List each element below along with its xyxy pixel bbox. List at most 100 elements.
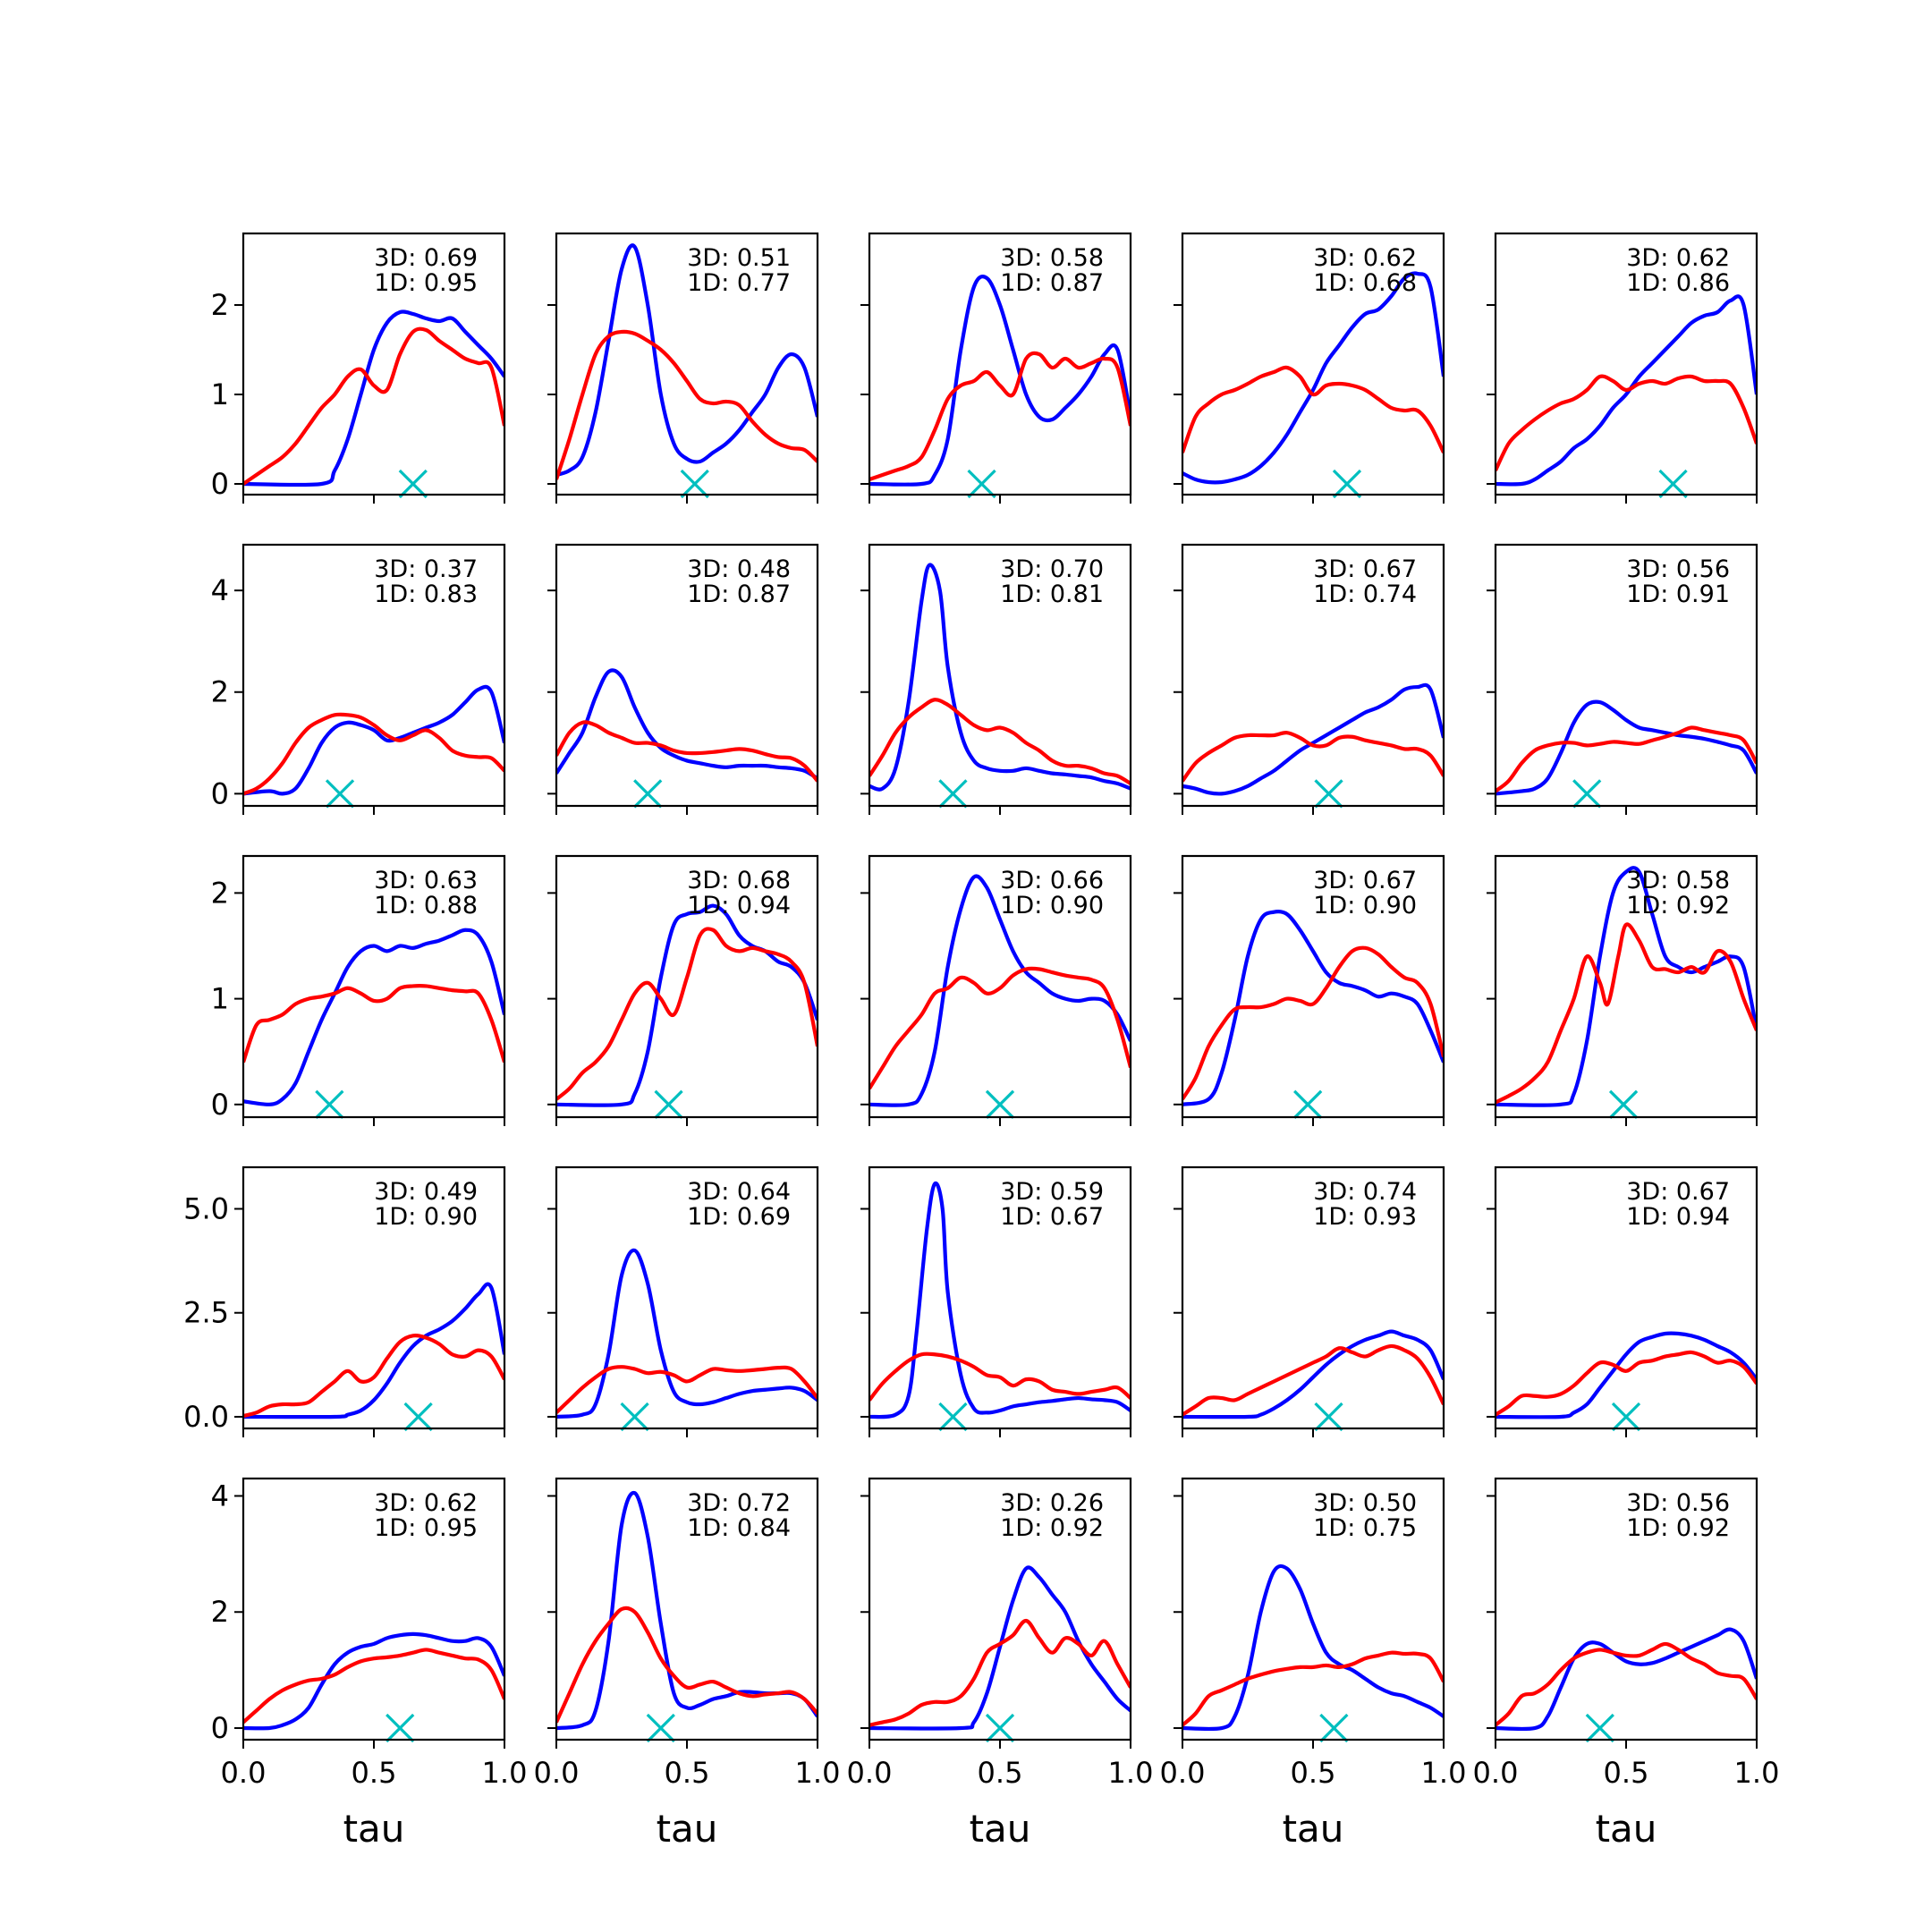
- blue-series-line: [243, 309, 504, 487]
- x-tick-label: 0.0: [847, 1756, 893, 1790]
- x-tick-label: 0.5: [1291, 1756, 1336, 1790]
- annotation-1d: 1D: 0.86: [1626, 269, 1730, 297]
- y-tick-label: 0: [211, 776, 229, 810]
- y-tick-label: 0.0: [183, 1400, 229, 1434]
- annotation-3d: 3D: 0.66: [1000, 867, 1104, 894]
- annotation-1d: 1D: 0.95: [374, 1514, 478, 1542]
- annotation-1d: 1D: 0.75: [1313, 1514, 1417, 1542]
- blue-series-line: [556, 243, 818, 478]
- annotation-3d: 3D: 0.58: [1626, 867, 1730, 894]
- annotation-3d: 3D: 0.62: [1313, 244, 1417, 272]
- y-tick-label: 2: [211, 675, 229, 709]
- blue-series-line: [1182, 1329, 1444, 1419]
- blue-series-line: [1496, 1627, 1757, 1732]
- annotation-3d: 3D: 0.59: [1000, 1178, 1104, 1206]
- x-marker-stroke-b: [1319, 1713, 1349, 1743]
- x-marker: [1314, 779, 1343, 809]
- x-marker-stroke-b: [633, 779, 663, 809]
- x-axis-label: tau: [657, 1807, 718, 1851]
- annotation-1d: 1D: 0.94: [1626, 1203, 1730, 1231]
- y-tick-label: 5.0: [183, 1191, 229, 1225]
- annotation-3d: 3D: 0.63: [374, 867, 478, 894]
- annotation-3d: 3D: 0.68: [687, 867, 791, 894]
- x-marker-stroke-b: [1608, 1089, 1639, 1119]
- x-marker: [386, 1713, 415, 1743]
- annotation-1d: 1D: 0.88: [374, 892, 478, 919]
- x-marker-stroke-b: [938, 779, 968, 809]
- x-marker-stroke-b: [985, 1713, 1015, 1743]
- x-marker: [1585, 1713, 1614, 1743]
- y-tick-label: 2.5: [183, 1296, 229, 1330]
- red-series-line: [1182, 1343, 1444, 1417]
- x-marker-stroke-b: [938, 1402, 968, 1432]
- y-tick-label: 4: [211, 573, 229, 607]
- red-series-line: [556, 927, 818, 1101]
- red-series-line: [1496, 725, 1757, 793]
- annotation-1d: 1D: 0.77: [687, 269, 791, 297]
- x-tick-label: 0.5: [665, 1756, 710, 1790]
- x-marker: [985, 1713, 1015, 1743]
- annotation-1d: 1D: 0.92: [1626, 892, 1730, 919]
- y-tick-label: 2: [211, 1595, 229, 1629]
- annotation-3d: 3D: 0.56: [1626, 1489, 1730, 1517]
- annotation-1d: 1D: 0.68: [1313, 269, 1417, 297]
- x-marker-stroke-b: [1314, 1402, 1343, 1432]
- annotation-3d: 3D: 0.67: [1313, 555, 1417, 583]
- x-tick-label: 0.0: [221, 1756, 267, 1790]
- x-tick-label: 0.5: [352, 1756, 397, 1790]
- annotation-1d: 1D: 0.90: [1000, 892, 1104, 919]
- x-marker-stroke-b: [1585, 1713, 1614, 1743]
- blue-series-line: [556, 1248, 818, 1419]
- blue-series-line: [1496, 294, 1757, 487]
- annotation-1d: 1D: 0.69: [687, 1203, 791, 1231]
- red-series-line: [869, 1352, 1131, 1402]
- x-marker: [654, 1089, 683, 1119]
- y-tick-label: 2: [211, 288, 229, 322]
- x-marker: [1319, 1713, 1349, 1743]
- x-marker-stroke-b: [398, 469, 428, 499]
- x-marker: [646, 1713, 675, 1743]
- x-marker: [967, 469, 996, 499]
- annotation-3d: 3D: 0.67: [1626, 1178, 1730, 1206]
- y-tick-label: 0: [211, 1711, 229, 1745]
- blue-series-line: [556, 668, 818, 781]
- x-marker: [1293, 1089, 1323, 1119]
- x-marker-stroke-b: [654, 1089, 683, 1119]
- x-axis-label: tau: [1283, 1807, 1344, 1851]
- annotation-3d: 3D: 0.67: [1313, 867, 1417, 894]
- red-series-line: [1182, 1650, 1444, 1727]
- x-marker-stroke-b: [1293, 1089, 1323, 1119]
- red-series-line: [1496, 374, 1757, 471]
- blue-series-line: [1496, 866, 1757, 1107]
- x-marker-stroke-b: [1611, 1402, 1641, 1432]
- blue-series-line: [1182, 271, 1444, 485]
- x-marker: [1611, 1402, 1641, 1432]
- y-tick-label: 1: [211, 377, 229, 411]
- annotation-3d: 3D: 0.72: [687, 1489, 791, 1517]
- x-marker-stroke-b: [1332, 469, 1362, 499]
- red-series-line: [243, 712, 504, 796]
- annotation-1d: 1D: 0.94: [687, 892, 791, 919]
- x-tick-label: 0.5: [978, 1756, 1023, 1790]
- annotation-1d: 1D: 0.90: [1313, 892, 1417, 919]
- annotation-1d: 1D: 0.92: [1000, 1514, 1104, 1542]
- x-marker-stroke-b: [1572, 779, 1602, 809]
- red-series-line: [869, 1618, 1131, 1727]
- red-series-line: [556, 1606, 818, 1724]
- annotation-1d: 1D: 0.95: [374, 269, 478, 297]
- annotation-3d: 3D: 0.64: [687, 1178, 791, 1206]
- red-series-line: [556, 329, 818, 480]
- annotation-3d: 3D: 0.26: [1000, 1489, 1104, 1517]
- x-marker-stroke-b: [646, 1713, 675, 1743]
